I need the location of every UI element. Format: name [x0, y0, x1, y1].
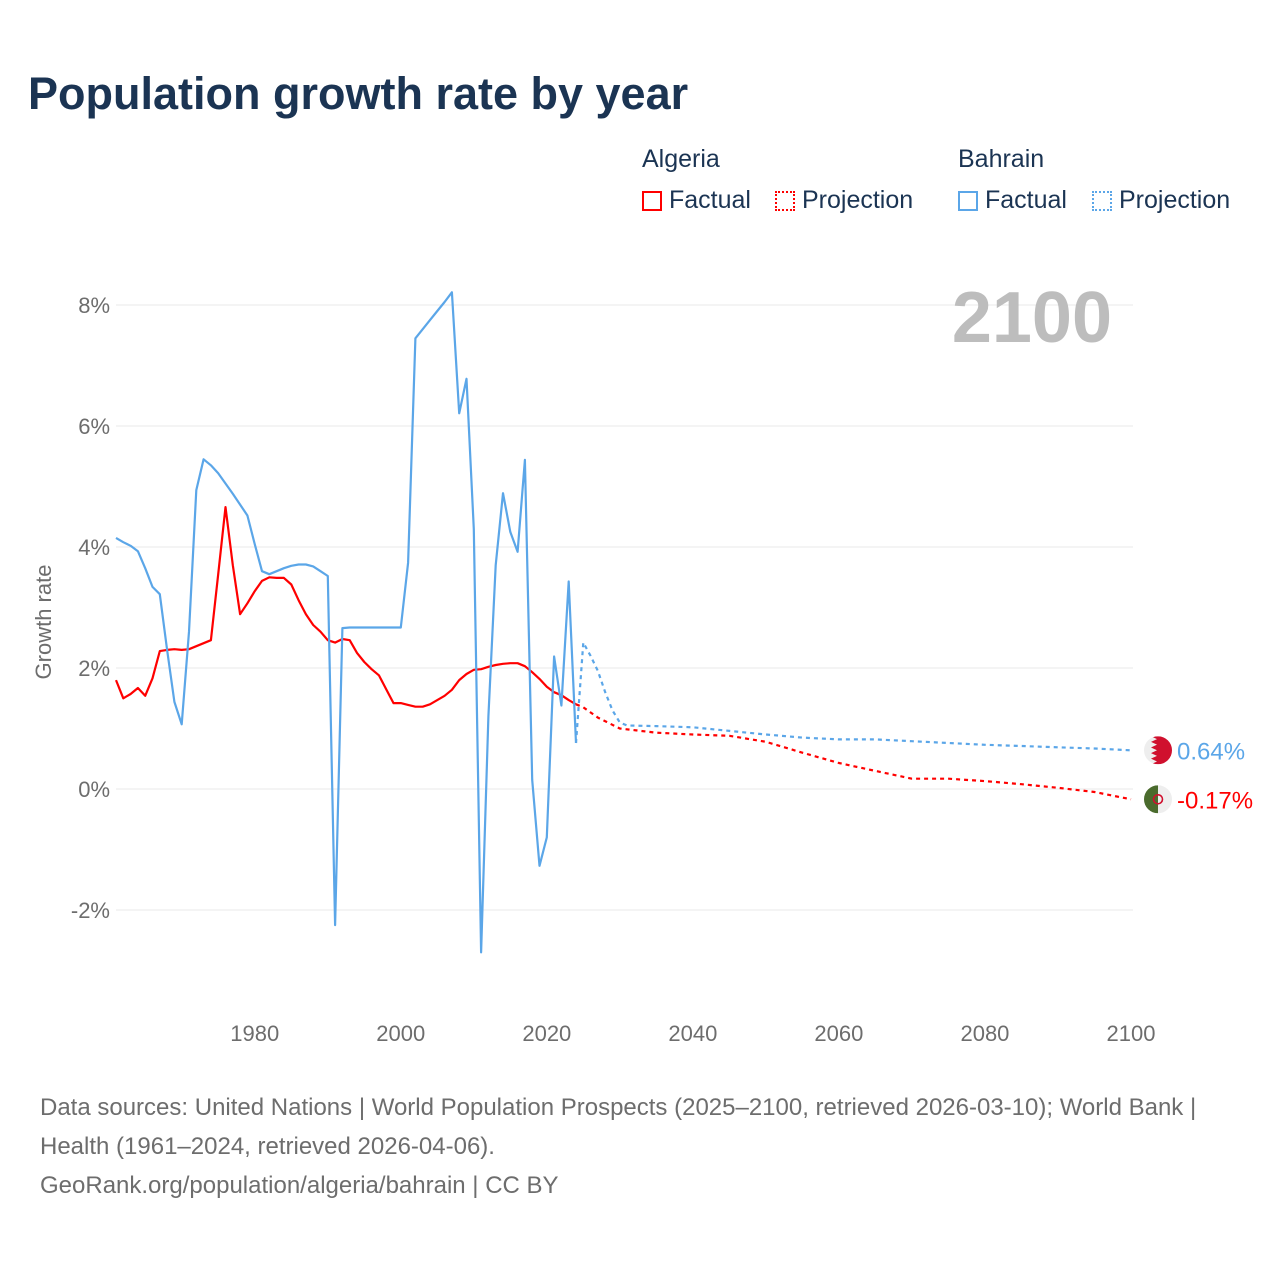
legend-bahrain-projection[interactable]: Projection [1092, 186, 1230, 215]
x-tick-label: 2100 [1107, 1021, 1156, 1046]
chart-title: Population growth rate by year [28, 68, 689, 119]
y-axis-label: Growth rate [31, 565, 56, 680]
y-tick-label: 0% [78, 777, 110, 802]
legend-bahrain-factual[interactable]: Factual [958, 186, 1067, 215]
data-sources: Data sources: United Nations | World Pop… [40, 1094, 1197, 1160]
legend-label: Projection [802, 186, 914, 214]
footer: Data sources: United Nations | World Pop… [40, 1088, 1240, 1205]
legend-label: Factual [985, 186, 1067, 214]
x-tick-label: 2060 [814, 1021, 863, 1046]
x-tick-label: 1980 [230, 1021, 279, 1046]
legend-algeria-factual[interactable]: Factual [642, 186, 751, 215]
end-label-bahrain: 0.64% [1177, 738, 1245, 765]
y-tick-label: -2% [71, 898, 110, 923]
credit-link[interactable]: GeoRank.org/population/algeria/bahrain |… [40, 1172, 559, 1199]
series-line-bahrain-factual [115, 291, 578, 954]
legend-group-bahrain: Bahrain [958, 145, 1045, 173]
x-tick-label: 2020 [522, 1021, 571, 1046]
legend-label: Factual [669, 186, 751, 214]
x-tick-label: 2080 [960, 1021, 1009, 1046]
series-line-bahrain-projection [574, 641, 1132, 752]
legend-swatch-solid [642, 190, 662, 211]
legend-algeria-projection[interactable]: Projection [775, 186, 913, 215]
y-tick-label: 6% [78, 414, 110, 439]
end-label-algeria: -0.17% [1177, 787, 1253, 814]
series-line-algeria-factual [114, 506, 577, 708]
year-watermark: 2100 [952, 278, 1112, 358]
legend-group-algeria: Algeria [642, 145, 720, 173]
y-tick-label: 8% [78, 293, 110, 318]
y-tick-label: 2% [78, 656, 110, 681]
legend-label: Projection [1119, 186, 1231, 214]
legend-swatch-solid [958, 190, 978, 211]
y-tick-label: 4% [78, 535, 110, 560]
flag-bahrain-icon [1144, 736, 1172, 765]
series-line-algeria-projection [575, 703, 1132, 801]
x-tick-label: 2000 [376, 1021, 425, 1046]
legend-swatch-dotted [1092, 190, 1112, 211]
x-tick-label: 2040 [668, 1021, 717, 1046]
legend-swatch-dotted [775, 190, 795, 211]
flag-algeria-icon [1144, 785, 1172, 814]
